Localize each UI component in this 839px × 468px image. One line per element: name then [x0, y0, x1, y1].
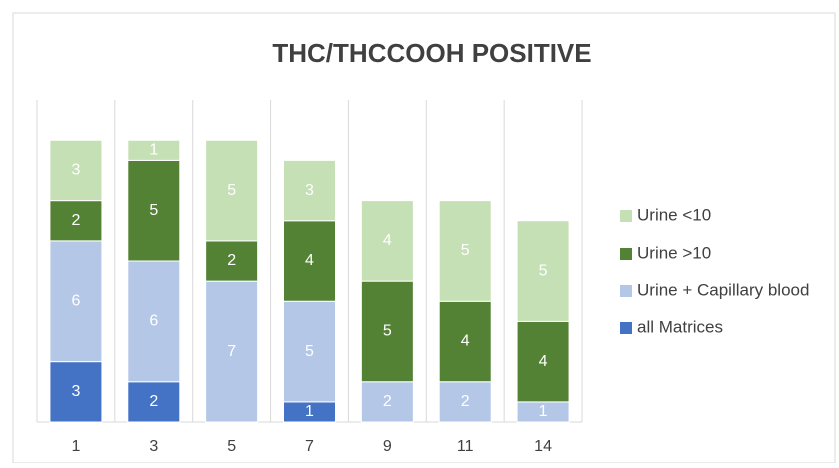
bar-segment [49, 240, 103, 363]
x-tick-label: 14 [534, 438, 552, 455]
bar-segment [516, 320, 570, 403]
legend-swatch [620, 248, 632, 260]
bar-segment [360, 280, 414, 383]
bar-segment [360, 200, 414, 282]
data-label: 5 [149, 202, 158, 219]
x-tick-label: 1 [71, 438, 80, 455]
bar-segment [205, 240, 259, 282]
data-label: 3 [71, 162, 80, 179]
bar-segment [360, 381, 414, 423]
x-tick-label: 3 [149, 438, 158, 455]
data-label: 4 [305, 252, 314, 269]
data-label: 3 [71, 383, 80, 400]
data-label: 5 [461, 242, 470, 259]
data-label: 6 [71, 292, 80, 309]
bar-segment [127, 139, 181, 161]
bar-segment [283, 159, 336, 222]
legend-label: Urine >10 [637, 243, 711, 262]
data-label: 5 [305, 343, 314, 360]
x-tick-label: 11 [457, 438, 474, 455]
x-tick-label: 9 [383, 438, 392, 455]
bar-segment [127, 159, 181, 262]
legend-swatch [620, 285, 632, 297]
bar-segment [49, 361, 103, 423]
data-label: 4 [539, 353, 548, 370]
bar-segment [127, 381, 181, 423]
data-label: 1 [305, 403, 314, 420]
data-label: 2 [461, 393, 470, 410]
bar-segment [438, 300, 492, 383]
data-label: 2 [383, 393, 392, 410]
data-label: 7 [227, 343, 236, 360]
data-label: 2 [71, 212, 80, 229]
data-label: 6 [149, 313, 158, 330]
bar-segment [438, 381, 492, 423]
bar-segment [49, 139, 103, 202]
data-label: 1 [149, 142, 158, 159]
data-label: 4 [461, 333, 470, 350]
x-tick-label: 7 [305, 438, 314, 455]
legend-label: all Matrices [637, 317, 723, 336]
x-tick-label: 5 [227, 438, 236, 455]
legend-swatch [620, 210, 632, 222]
bar-segment [49, 200, 103, 242]
bar-segment [205, 139, 259, 242]
chart-title: THC/THCCOOH POSITIVE [272, 38, 591, 68]
data-label: 2 [149, 393, 158, 410]
data-label: 4 [383, 232, 392, 249]
bar-segment [283, 300, 336, 403]
data-label: 5 [383, 323, 392, 340]
data-label: 1 [539, 403, 548, 420]
legend-label: Urine <10 [637, 205, 711, 224]
data-label: 2 [227, 252, 236, 269]
data-label: 5 [539, 262, 548, 279]
data-label: 3 [305, 182, 314, 199]
legend-swatch [620, 322, 632, 334]
data-label: 5 [227, 182, 236, 199]
bar-segment [283, 220, 336, 302]
bar-segment [438, 200, 492, 302]
legend-label: Urine + Capillary blood [637, 280, 809, 299]
bar-segment [516, 220, 570, 322]
